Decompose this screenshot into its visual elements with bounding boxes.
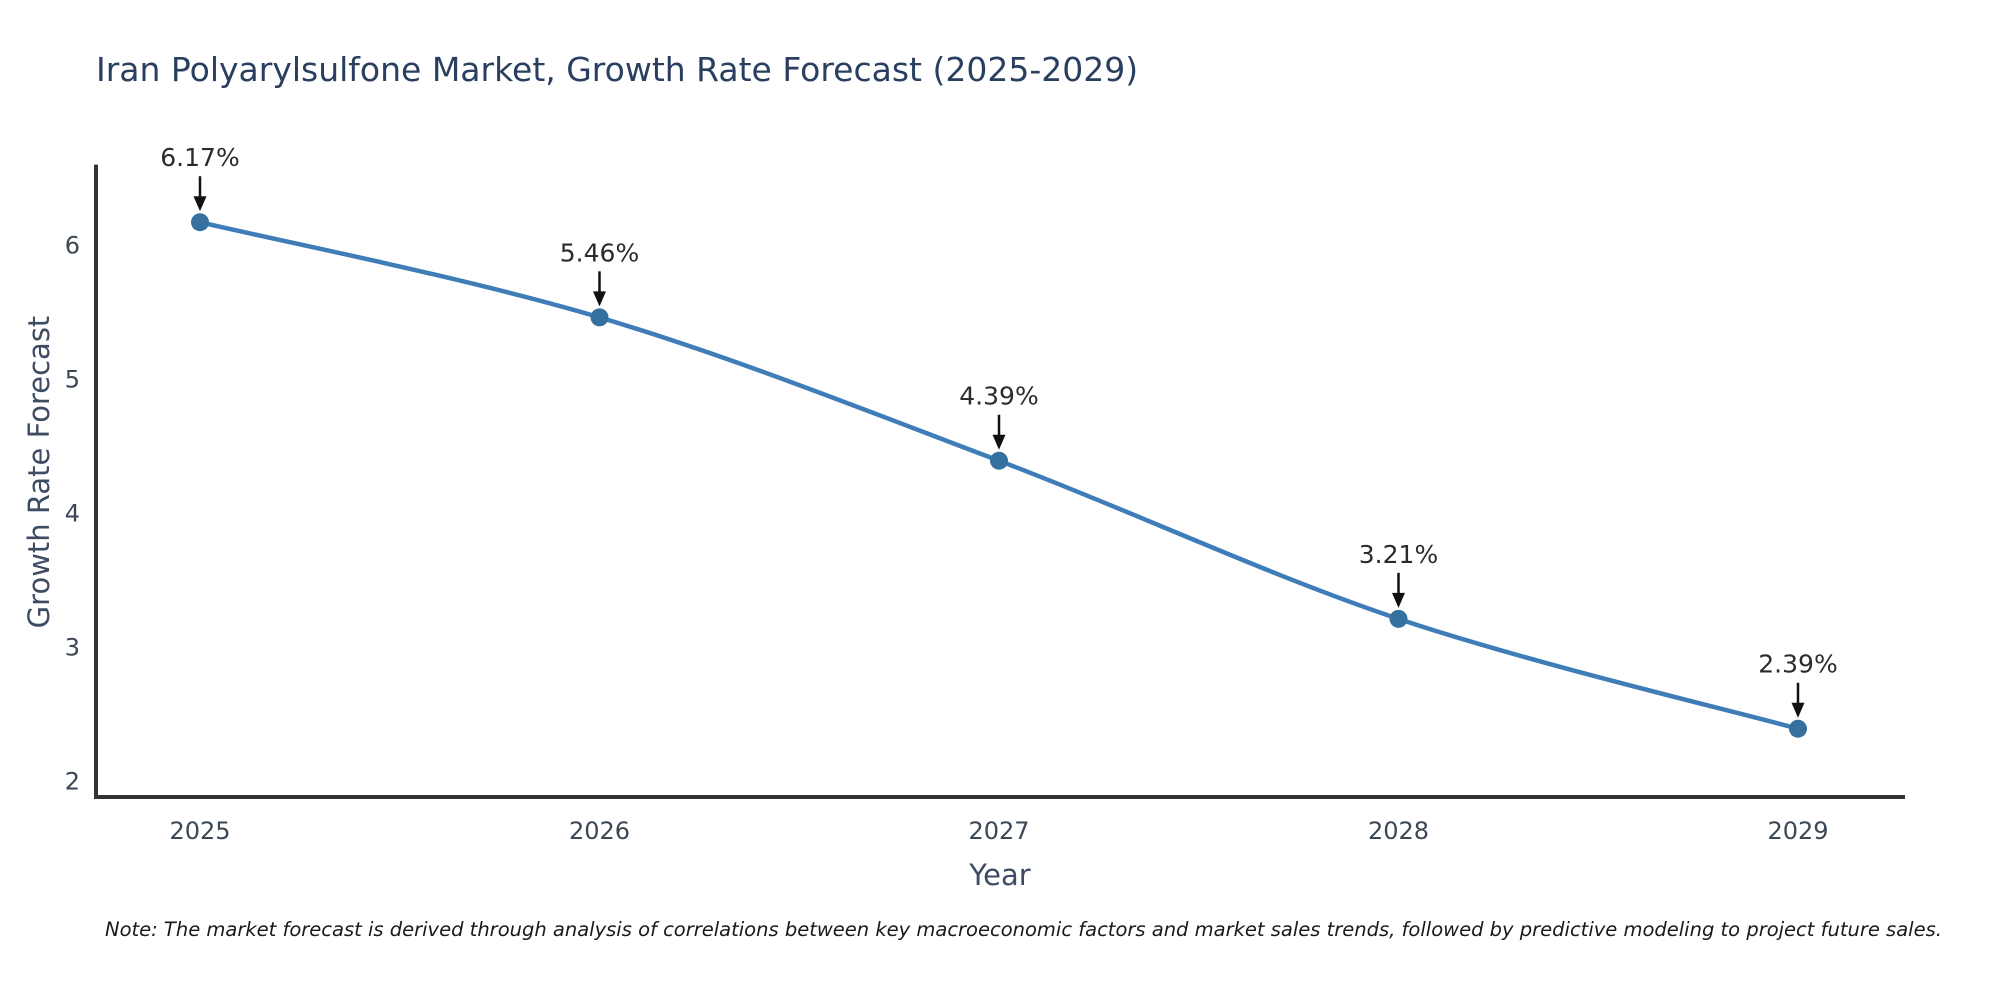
data-point	[1389, 609, 1408, 628]
footnote: Note: The market forecast is derived thr…	[105, 918, 1942, 941]
x-axis-title: Year	[969, 858, 1031, 892]
data-point	[191, 213, 209, 232]
annotation-arrowhead	[992, 434, 1006, 450]
annotation-label: 5.46%	[560, 238, 639, 267]
forecast-line	[197, 219, 1801, 731]
y-axis-title: Growth Rate Forecast	[22, 315, 56, 629]
annotation-label: 6.17%	[160, 143, 239, 172]
y-tick-label: 2	[65, 767, 80, 795]
annotation-label: 4.39%	[959, 382, 1038, 411]
x-tick-label: 2025	[169, 817, 230, 845]
y-tick-label: 6	[65, 231, 80, 259]
annotation-label: 2.39%	[1758, 650, 1837, 679]
y-tick-label: 4	[65, 499, 80, 527]
data-point	[990, 451, 1008, 470]
chart-title: Iran Polyarylsulfone Market, Growth Rate…	[96, 50, 1139, 89]
data-point	[1789, 719, 1807, 738]
annotation-arrowhead	[193, 196, 207, 212]
data-point	[590, 308, 609, 327]
annotation-label: 3.21%	[1359, 540, 1438, 569]
y-tick-label: 3	[65, 633, 80, 661]
x-tick-label: 2029	[1767, 817, 1828, 845]
annotation-arrowhead	[1791, 702, 1805, 718]
x-tick-label: 2026	[569, 817, 630, 845]
annotation-arrowhead	[593, 291, 606, 307]
x-tick-label: 2027	[968, 817, 1029, 845]
x-tick-label: 2028	[1368, 817, 1429, 845]
y-tick-label: 5	[65, 365, 80, 393]
annotation-arrowhead	[1392, 592, 1405, 608]
